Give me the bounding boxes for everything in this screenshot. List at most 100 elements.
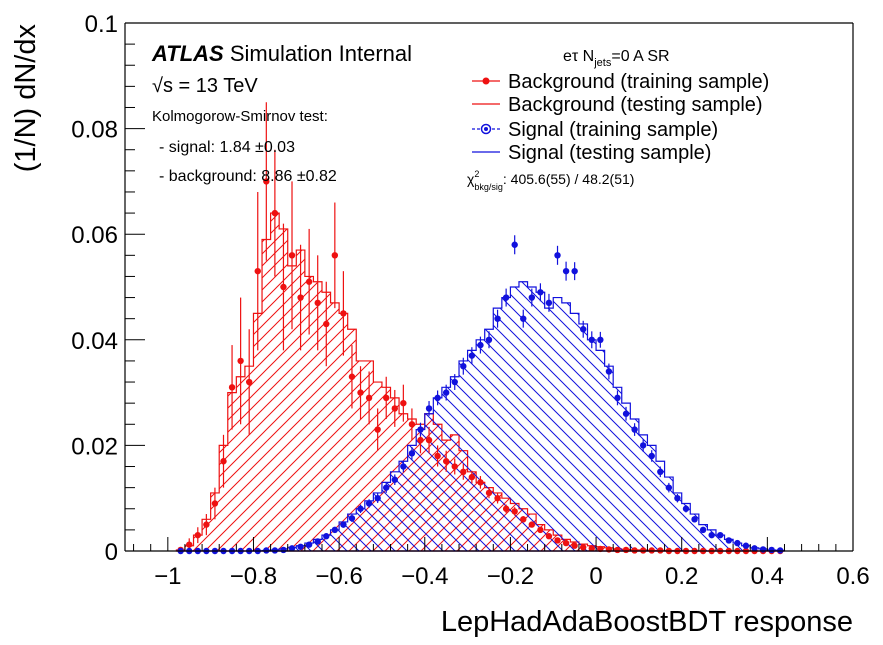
chi2-superscript: 2 [474,169,479,179]
chi2-value: : 405.6(55) / 48.2(51) [503,171,635,187]
legend: Background (training sample) Background … [472,71,769,164]
data-point [588,336,595,343]
data-point [528,521,536,528]
data-point [494,495,501,502]
y-axis-label: (1/N) dN/dx [10,24,42,173]
data-point [383,394,390,402]
data-point [417,426,424,433]
data-point [742,542,750,549]
data-point [520,516,527,523]
data-point [622,546,630,554]
x-tick-label: −1 [154,563,181,590]
data-point [263,178,270,185]
data-point [365,394,373,402]
legend-entry-sig-train: Signal (training sample) [472,119,718,141]
y-tick-label: 0.1 [85,11,118,38]
region-subscript: jets [593,57,612,69]
data-point [408,421,416,428]
x-tick-label: 0.6 [836,563,869,590]
data-point [288,252,296,259]
data-point [734,539,741,547]
data-point [194,531,201,539]
data-point [537,289,544,296]
data-point [717,531,724,539]
data-point [571,267,578,275]
data-point [759,546,767,553]
chi2-symbol: χ [467,171,475,187]
legend-entry-bkg-train: Background (training sample) [472,71,769,93]
data-point [511,241,518,248]
y-tick-label: 0.04 [71,328,118,355]
data-point [708,531,715,539]
y-tick-label: 0.06 [71,222,118,249]
data-point [554,252,561,259]
chi2-label: χ2 bkg/sig: 405.6(55) / 48.2(51) [467,169,634,192]
data-point [305,541,313,548]
data-point [417,436,424,444]
data-point [468,473,476,481]
data-point [580,326,587,333]
x-tick-label: 0 [589,563,602,590]
data-point [571,542,578,549]
sqrt-s-label: √s = 13 TeV [152,75,258,97]
data-point [434,394,441,402]
data-point [297,294,304,301]
atlas-label: ATLAS Simulation Internal [151,41,412,66]
data-point [400,399,407,407]
region-rest: =0 A SR [611,48,669,65]
data-point [442,389,450,396]
data-point [237,357,244,365]
legend-bkg-train-label: Background (training sample) [508,71,769,93]
data-point [434,452,441,460]
region-main: eτ N [563,48,594,65]
data-point [211,500,219,507]
x-tick-label: −0.6 [315,563,362,590]
x-tick-label: −0.2 [487,563,534,590]
data-point [391,405,398,412]
axes [124,22,854,552]
data-point [691,516,698,523]
data-point [365,500,373,507]
data-point [314,299,321,307]
data-point [408,450,416,457]
data-point [460,468,467,475]
data-point [485,336,493,343]
data-point [477,341,484,349]
data-point [314,538,321,545]
data-point [597,336,604,343]
data-point [580,544,587,551]
x-tick-label: 0.4 [751,563,784,590]
legend-entry-bkg-test: Background (testing sample) [472,94,763,116]
data-point [220,458,227,465]
legend-sig-test-label: Signal (testing sample) [508,142,711,164]
data-point [648,452,655,460]
data-point [588,545,595,552]
y-tick-label: 0.08 [71,117,118,144]
data-point [297,543,304,550]
data-point [288,545,296,552]
histogram-fill-1 [176,213,785,551]
region-label: eτ Njets=0 A SR [563,48,670,69]
data-point [228,384,236,391]
ks-background: - background: 8.86 ±0.82 [159,168,337,185]
data-point [614,546,621,554]
data-point [485,489,493,497]
data-point [305,278,313,285]
data-point [186,541,193,548]
x-tick-label: −0.8 [230,563,277,590]
data-point [340,310,347,317]
data-point [639,442,647,449]
chi2-subscript: bkg/sig [474,182,503,192]
ticks-layer [125,22,854,552]
data-point [425,405,433,412]
atlas-suffix: Simulation Internal [224,41,412,66]
data-point [605,368,613,375]
ks-signal: - signal: 1.84 ±0.03 [159,139,295,156]
data-point [331,252,339,259]
data-point [502,294,510,301]
data-point [331,526,339,534]
data-point [657,468,664,475]
data-point [442,458,450,465]
data-point [460,363,467,370]
